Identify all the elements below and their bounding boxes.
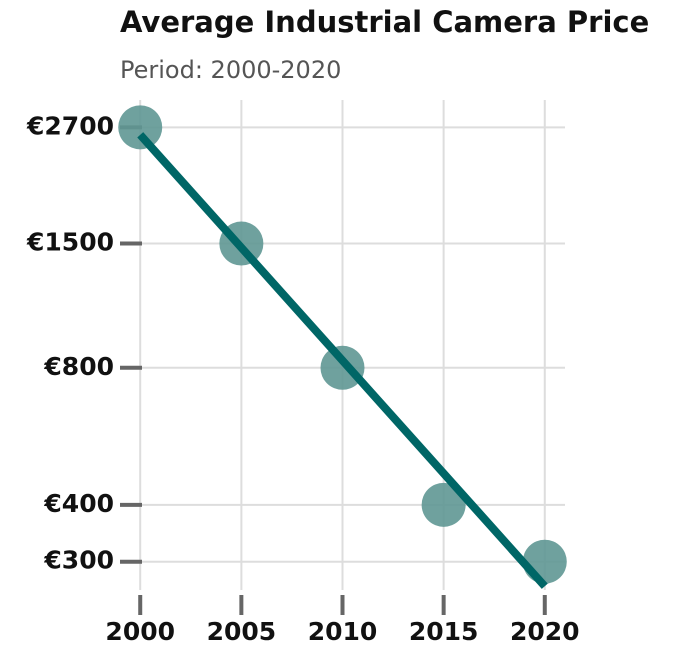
y-tick-label: €800 <box>43 352 114 381</box>
point <box>421 482 466 527</box>
x-tick-label: 2015 <box>409 617 479 646</box>
y-tick-label: €1500 <box>26 228 114 257</box>
x-tick-label: 2020 <box>510 617 580 646</box>
x-tick-label: 2010 <box>308 617 378 646</box>
chart-title: Average Industrial Camera Price <box>120 5 649 39</box>
point <box>320 345 365 390</box>
y-tick-label: €2700 <box>26 111 114 140</box>
y-tick-label: €400 <box>43 489 114 518</box>
point <box>522 539 567 584</box>
chart-subtitle: Period: 2000-2020 <box>120 56 341 84</box>
trend-line <box>137 132 548 589</box>
point <box>118 105 163 150</box>
x-tick-label: 2000 <box>105 617 175 646</box>
x-tick-label: 2005 <box>207 617 277 646</box>
y-tick-label: €300 <box>43 546 114 575</box>
